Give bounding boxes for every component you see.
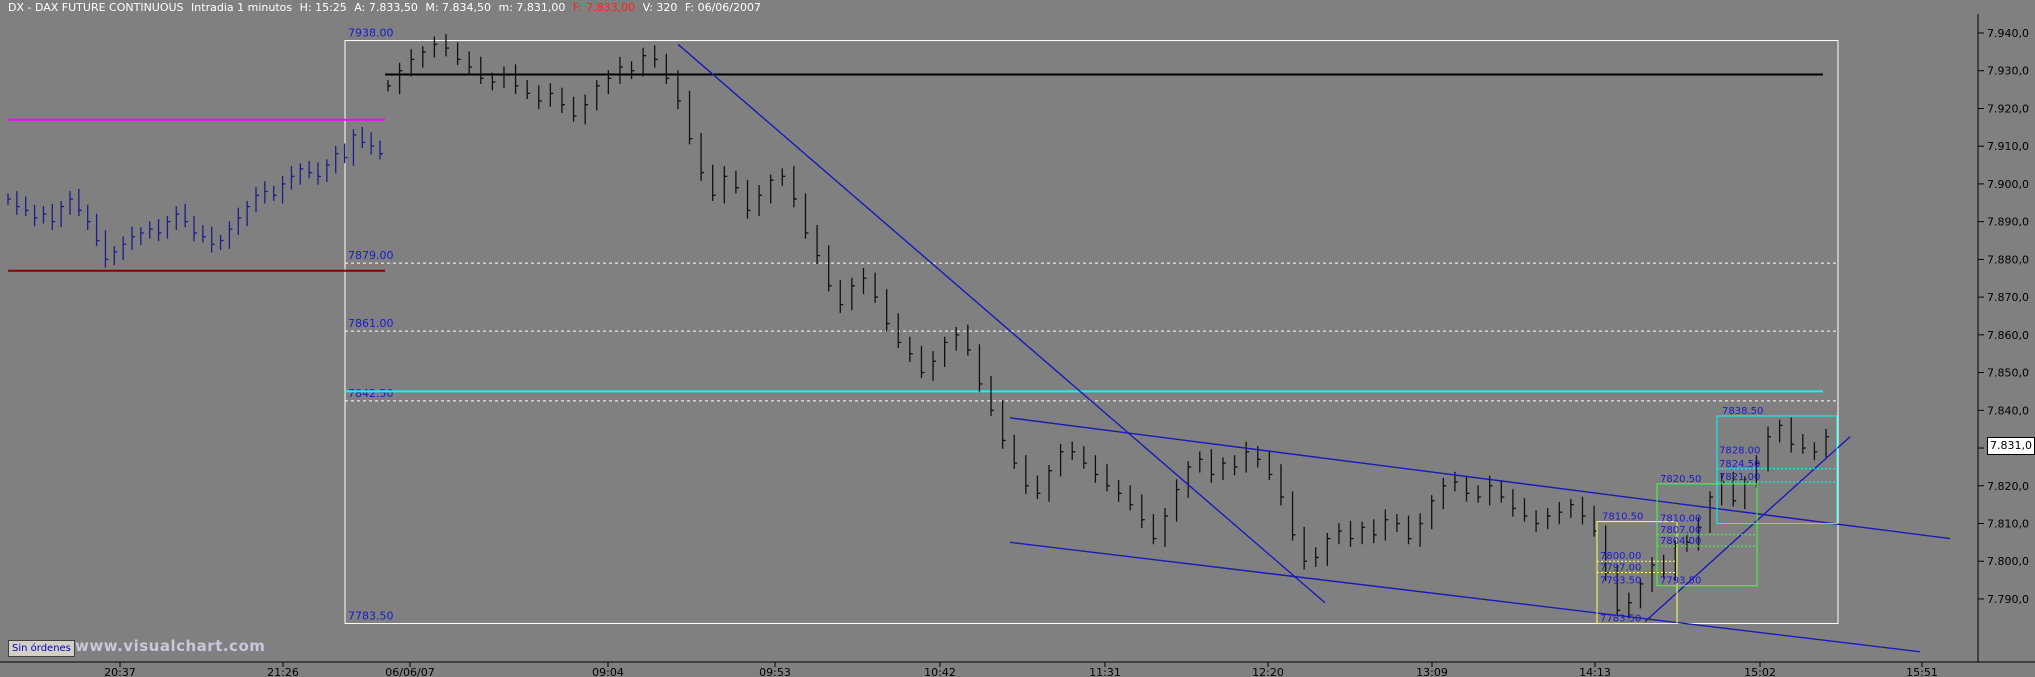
header-volume: V: 320 [642, 1, 678, 14]
fib-small-label: 7810.50 [1602, 512, 1643, 523]
fib-level-label: 7783.50 [348, 609, 394, 622]
y-tick-label: 7.790,0 [1987, 593, 2029, 606]
y-tick-label: 7.880,0 [1987, 253, 2029, 266]
y-tick-label: 7.900,0 [1987, 178, 2029, 191]
x-tick-label: 12:20 [1252, 666, 1284, 677]
x-tick-label: 13:09 [1416, 666, 1448, 677]
symbol-name: DX - DAX FUTURE CONTINUOUS [8, 1, 184, 14]
downtrend-line [677, 43, 1326, 604]
y-tick-label: 7.810,0 [1987, 517, 2029, 530]
fib-level-label: 7861.00 [348, 317, 394, 330]
fib-small-label: 7793.50 [1600, 576, 1641, 587]
y-tick-label: 7.800,0 [1987, 555, 2029, 568]
x-tick-label: 20:37 [104, 666, 136, 677]
fib-small-label: 7797.00 [1600, 563, 1641, 574]
y-tick-label: 7.870,0 [1987, 291, 2029, 304]
header-last: A: 7.833,50 [354, 1, 418, 14]
interval: Intradia 1 minutos [191, 1, 293, 14]
channel-lower-line [1009, 541, 1921, 653]
fib-small-label: 7783.50 [1600, 613, 1641, 624]
y-tick-label: 7.860,0 [1987, 329, 2029, 342]
y-tick-label: 7.850,0 [1987, 367, 2029, 380]
x-tick-label: 15:51 [1906, 666, 1938, 677]
chart-header: DX - DAX FUTURE CONTINUOUS Intradia 1 mi… [0, 0, 2035, 14]
fib-level-label: 7879.00 [348, 249, 394, 262]
header-close: 7.833,00 [586, 1, 636, 14]
y-tick-label: 7.840,0 [1987, 404, 2029, 417]
x-tick-label: 11:31 [1089, 666, 1121, 677]
y-tick-label: 7.940,0 [1987, 27, 2029, 40]
current-price-badge: 7.831,0 [1987, 437, 2035, 455]
x-tick-label: 09:04 [592, 666, 624, 677]
y-tick-label: 7.890,0 [1987, 216, 2029, 229]
fib-small-label: 7810.00 [1660, 513, 1701, 524]
x-tick-label: 09:53 [759, 666, 791, 677]
y-tick-label: 7.910,0 [1987, 140, 2029, 153]
y-tick-label: 7.930,0 [1987, 65, 2029, 78]
header-info: DX - DAX FUTURE CONTINUOUS Intradia 1 mi… [8, 1, 765, 14]
fib-small-label: 7793.50 [1660, 576, 1701, 587]
x-tick-label: 15:02 [1744, 666, 1776, 677]
fib-small-label: 7800.00 [1600, 551, 1641, 562]
x-tick-label: 06/06/07 [385, 666, 434, 677]
fib-small-label: 7821.00 [1719, 472, 1760, 483]
x-tick-label: 21:26 [267, 666, 299, 677]
fib-small-label: 7838.50 [1722, 406, 1763, 417]
x-tick-label: 10:42 [924, 666, 956, 677]
fib-small-label: 7828.00 [1719, 446, 1760, 457]
header-min: m: 7.831,00 [498, 1, 566, 14]
fib-small-label: 7804.00 [1660, 536, 1701, 547]
fib-frame [344, 40, 1839, 624]
header-date: F: 06/06/2007 [684, 1, 761, 14]
fib-box-cyan [1716, 415, 1838, 524]
channel-upper-line [1009, 417, 1951, 540]
header-close-label: F: [572, 1, 583, 14]
fib-level-label: 7842.50 [348, 387, 394, 400]
y-tick-label: 7.920,0 [1987, 102, 2029, 115]
y-tick-label: 7.820,0 [1987, 480, 2029, 493]
fib-level-label: 7938.00 [348, 27, 394, 40]
header-max: M: 7.834,50 [425, 1, 492, 14]
x-tick-label: 14:13 [1579, 666, 1611, 677]
fib-small-label: 7824.50 [1719, 459, 1760, 470]
orders-button[interactable]: Sin órdenes [8, 640, 75, 657]
watermark: www.visualchart.com [75, 637, 266, 655]
header-high: H: 15:25 [299, 1, 347, 14]
fib-small-label: 7807.00 [1660, 525, 1701, 536]
uptrend-line [1644, 436, 1851, 623]
fib-small-label: 7820.50 [1660, 474, 1701, 485]
